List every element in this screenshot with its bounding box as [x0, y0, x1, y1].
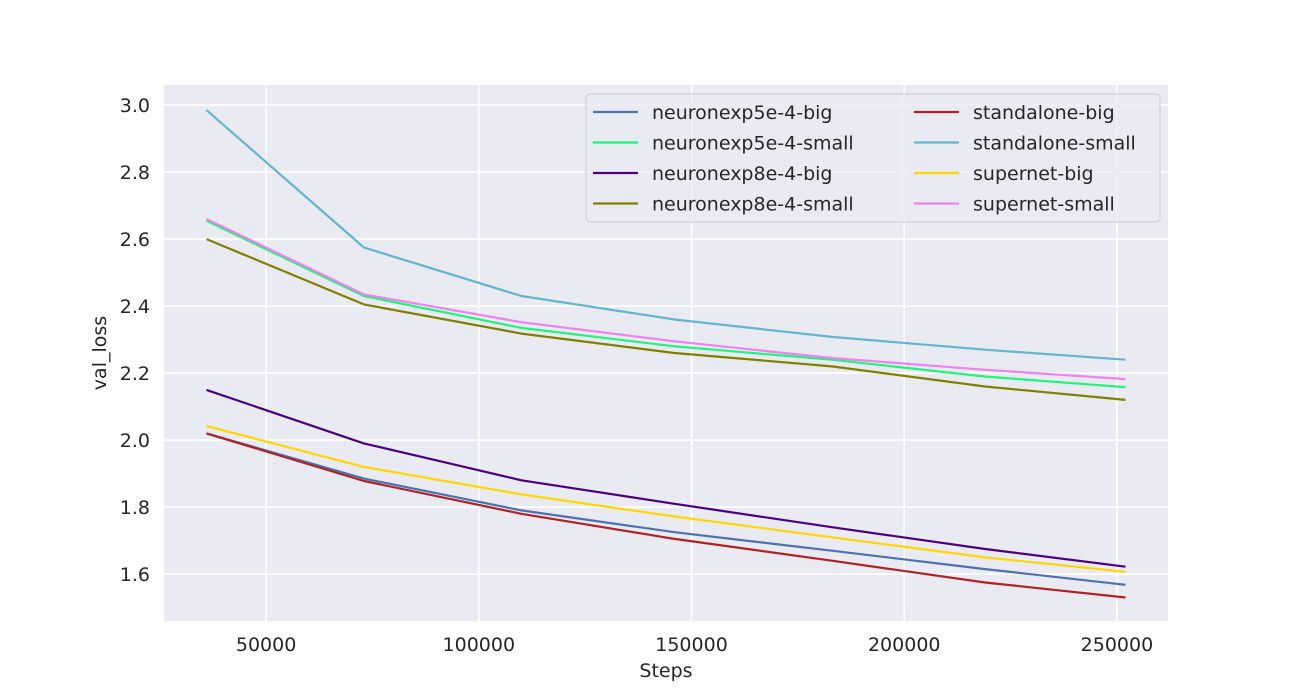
series-line-neuronexp8e-4-big [206, 388, 1126, 568]
y-axis-title: val_loss [89, 316, 111, 390]
legend-box [585, 93, 1161, 223]
y-tick-labels: 1.6 1.8 2.0 2.2 2.4 2.6 2.8 3.0 [120, 95, 150, 586]
x-tick-label: 250000 [1081, 634, 1154, 656]
x-tick-label: 200000 [868, 634, 941, 656]
y-tick-label: 2.6 [120, 229, 150, 251]
legend-label: standalone-big [973, 102, 1115, 124]
legend-label: standalone-small [973, 133, 1136, 155]
y-tick-label: 2.8 [120, 162, 150, 184]
series-line-standalone-small [205, 109, 1126, 361]
y-tick-label: 2.0 [120, 430, 150, 452]
x-tick-label: 50000 [236, 634, 296, 656]
series-line-supernet-big [206, 424, 1126, 573]
x-tick-label: 150000 [655, 634, 728, 656]
legend-label: neuronexp8e-4-small [652, 194, 854, 216]
y-tick-label: 3.0 [120, 95, 150, 117]
y-tick-label: 1.8 [120, 497, 150, 519]
legend-label: neuronexp8e-4-big [652, 163, 832, 185]
x-tick-labels: 50000 100000 150000 200000 250000 [236, 634, 1153, 656]
series-line-supernet-small [206, 218, 1126, 381]
series-line-neuronexp5e-4-small [206, 219, 1126, 389]
y-tick-label: 2.2 [120, 363, 150, 385]
series-line-neuronexp8e-4-small [206, 238, 1126, 401]
legend-label: neuronexp5e-4-small [652, 133, 854, 155]
legend: neuronexp5e-4-big neuronexp5e-4-small neur… [585, 93, 1161, 223]
x-axis-title: Steps [639, 660, 692, 682]
series-line-standalone-big [206, 432, 1126, 599]
series-lines [205, 109, 1126, 599]
series-line-neuronexp5e-4-big [206, 432, 1126, 586]
y-tick-label: 2.4 [120, 296, 150, 318]
y-tick-label: 1.6 [120, 564, 150, 586]
legend-label: neuronexp5e-4-big [652, 102, 832, 124]
x-tick-label: 100000 [443, 634, 516, 656]
legend-label: supernet-small [973, 194, 1115, 216]
legend-label: supernet-big [973, 163, 1094, 185]
